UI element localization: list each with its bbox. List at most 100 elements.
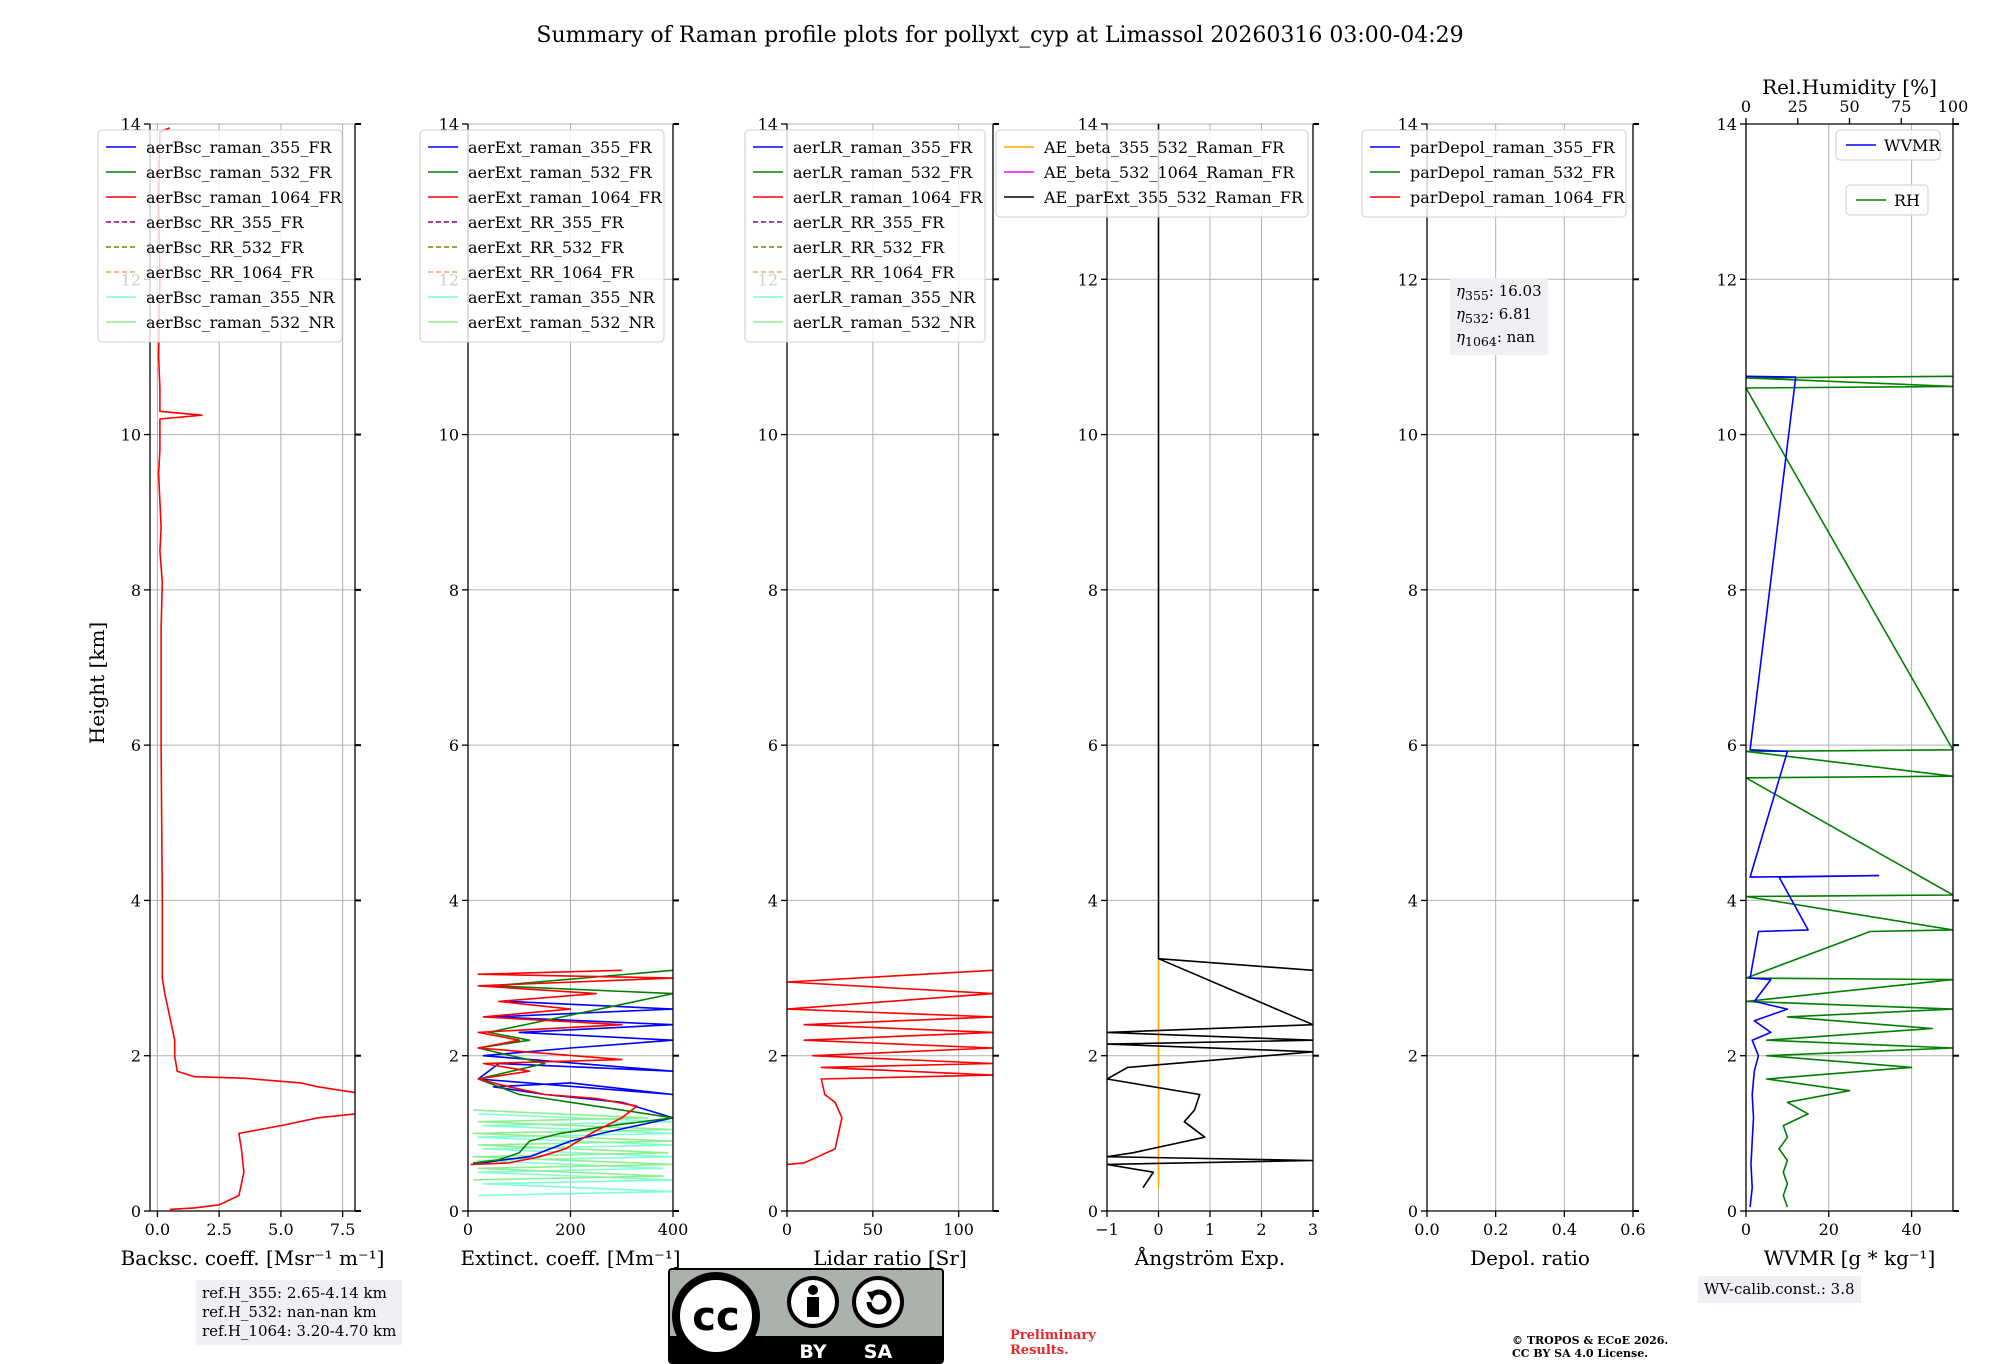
ytick-label-lr: 14 bbox=[758, 115, 778, 134]
legend-label-parDepol_raman_532_FR: parDepol_raman_532_FR bbox=[1410, 163, 1616, 182]
legend-label-aerBsc_raman_355_FR: aerBsc_raman_355_FR bbox=[146, 138, 332, 157]
xtick-label-lr: 0 bbox=[782, 1220, 792, 1239]
ytick-label-ae: 12 bbox=[1078, 270, 1098, 289]
ytick-label-ae: 10 bbox=[1078, 426, 1098, 445]
ref-height-1064: ref.H_1064: 3.20-4.70 km bbox=[202, 1322, 397, 1340]
series-aerExt_raman_532_NR bbox=[472, 1109, 673, 1181]
xtick-label-depol: 0.6 bbox=[1620, 1220, 1645, 1239]
legend-label-AE_parExt_355_532_Raman_FR: AE_parExt_355_532_Raman_FR bbox=[1043, 188, 1304, 207]
cc-logo-icon bbox=[672, 1272, 760, 1360]
copyright-note: © TROPOS & ECoE 2026. CC BY SA 4.0 Licen… bbox=[1512, 1334, 1669, 1360]
legend-label-parDepol_raman_355_FR: parDepol_raman_355_FR bbox=[1410, 138, 1616, 157]
x2tick-label-wv: 0 bbox=[1741, 97, 1751, 116]
ytick-label-lr: 8 bbox=[768, 581, 778, 600]
xtick-label-ext: 200 bbox=[555, 1220, 586, 1239]
ytick-label-bsc: 4 bbox=[131, 891, 141, 910]
panel-lr: 02468101214050100Lidar ratio [Sr]aerLR_r… bbox=[744, 115, 999, 1270]
xtick-label-ext: 0 bbox=[463, 1220, 473, 1239]
panel-depol: 0 2 4 6 8 10 12 14 0.0 0.2 0.4 0.6 Depol. ratio parDe… bbox=[1361, 115, 1646, 1270]
x2tick-label-wv: 50 bbox=[1839, 97, 1859, 116]
x-axis-label-ext: Extinct. coeff. [Mm⁻¹] bbox=[460, 1246, 680, 1270]
legend-label-aerLR_raman_355_NR: aerLR_raman_355_NR bbox=[793, 288, 976, 307]
eta-1064: η1064: nan bbox=[1456, 328, 1535, 349]
ytick-label-ext: 8 bbox=[449, 581, 459, 600]
legend-box-bsc bbox=[97, 129, 343, 343]
x-axis-label-ae: Ångström Exp. bbox=[1134, 1245, 1285, 1270]
panel-ext: 024681012140200400Extinct. coeff. [Mm⁻¹]… bbox=[419, 115, 689, 1270]
series-aerExt_raman_355_FR bbox=[472, 1000, 673, 1166]
series-AE_parExt_355_532_Raman_FR bbox=[1107, 124, 1313, 1189]
xtick-label-ext: 400 bbox=[658, 1220, 689, 1239]
sa-label: SA bbox=[864, 1341, 893, 1363]
xtick-label-ae: 2 bbox=[1256, 1220, 1266, 1239]
series-aerExt_raman_532_FR bbox=[473, 969, 673, 1164]
ytick-label-bsc: 14 bbox=[121, 115, 141, 134]
legend-label-AE_beta_532_1064_Raman_FR: AE_beta_532_1064_Raman_FR bbox=[1043, 163, 1295, 182]
ytick-label-ae: 0 bbox=[1088, 1202, 1098, 1221]
series-group-bsc bbox=[157, 127, 355, 1211]
legend-label-aerExt_raman_532_NR: aerExt_raman_532_NR bbox=[468, 313, 656, 332]
legend-label-aerLR_raman_532_NR: aerLR_raman_532_NR bbox=[793, 313, 976, 332]
legend-label-aerBsc_raman_1064_FR: aerBsc_raman_1064_FR bbox=[146, 188, 343, 207]
x2-axis-label-wv: Rel.Humidity [%] bbox=[1762, 75, 1937, 99]
ytick-label-bsc: 0 bbox=[131, 1202, 141, 1221]
legend-label-aerLR_RR_1064_FR: aerLR_RR_1064_FR bbox=[793, 263, 955, 282]
ytick-label-depol: 8 bbox=[1408, 581, 1418, 600]
ytick-label-depol: 4 bbox=[1408, 891, 1418, 910]
x-axis-label-wv: WVMR [g * kg⁻¹] bbox=[1764, 1246, 1936, 1270]
ytick-label-ae: 4 bbox=[1088, 891, 1098, 910]
xtick-label-depol: 0.2 bbox=[1483, 1220, 1508, 1239]
ytick-label-depol: 2 bbox=[1408, 1047, 1418, 1066]
by-label: BY bbox=[799, 1341, 826, 1363]
xtick-label-lr: 50 bbox=[863, 1220, 883, 1239]
ytick-label-wv: 10 bbox=[1717, 426, 1737, 445]
ytick-label-ae: 2 bbox=[1088, 1047, 1098, 1066]
xtick-label-bsc: 7.5 bbox=[330, 1220, 355, 1239]
series-aerExt_raman_1064_FR bbox=[470, 969, 673, 1166]
xtick-label-ae: −1 bbox=[1095, 1220, 1119, 1239]
xtick-label-ae: 3 bbox=[1308, 1220, 1318, 1239]
xtick-label-lr: 100 bbox=[943, 1220, 974, 1239]
series-group-wv bbox=[1746, 375, 1953, 1208]
series-group-ext bbox=[470, 969, 673, 1197]
x-axis-label-bsc: Backsc. coeff. [Msr⁻¹ m⁻¹] bbox=[121, 1246, 385, 1270]
ytick-label-depol: 14 bbox=[1398, 115, 1418, 134]
ref-height-note: ref.H_355: 2.65-4.14 km ref.H_532: nan-n… bbox=[196, 1280, 403, 1345]
ytick-label-depol: 0 bbox=[1408, 1202, 1418, 1221]
ref-height-532: ref.H_532: nan-nan km bbox=[202, 1303, 377, 1321]
ytick-label-depol: 12 bbox=[1398, 270, 1418, 289]
ytick-label-ext: 4 bbox=[449, 891, 459, 910]
xtick-label-depol: 0.4 bbox=[1552, 1220, 1577, 1239]
legend-label-aerBsc_RR_532_FR: aerBsc_RR_532_FR bbox=[146, 238, 304, 257]
ref-height-355: ref.H_355: 2.65-4.14 km bbox=[202, 1284, 387, 1302]
ytick-label-wv: 8 bbox=[1727, 581, 1737, 600]
figure-title: Summary of Raman profile plots for polly… bbox=[536, 23, 1463, 48]
ytick-label-lr: 6 bbox=[768, 736, 778, 755]
ytick-label-bsc: 2 bbox=[131, 1047, 141, 1066]
eta-532: η532: 6.81 bbox=[1456, 305, 1533, 326]
ytick-label-bsc: 10 bbox=[121, 426, 141, 445]
legend-label-aerLR_RR_355_FR: aerLR_RR_355_FR bbox=[793, 213, 945, 232]
ytick-label-wv: 4 bbox=[1727, 891, 1737, 910]
xtick-label-depol: 0.0 bbox=[1414, 1220, 1439, 1239]
legend-box-wv bbox=[1835, 129, 1941, 161]
legend-box-ext bbox=[419, 129, 665, 343]
legend-label-aerLR_raman_355_FR: aerLR_raman_355_FR bbox=[793, 138, 973, 157]
eta-note: η355: 16.03 η532: 6.81 η1064: nan bbox=[1450, 278, 1548, 355]
ytick-label-wv: 12 bbox=[1717, 270, 1737, 289]
ytick-label-lr: 4 bbox=[768, 891, 778, 910]
ytick-label-depol: 10 bbox=[1398, 426, 1418, 445]
preliminary-results-note: Preliminary Results. bbox=[1010, 1328, 1096, 1358]
series-RH bbox=[1746, 375, 1953, 1208]
ytick-label-wv: 6 bbox=[1727, 736, 1737, 755]
legend-box-wv bbox=[1845, 184, 1929, 216]
legend-label-aerExt_raman_355_FR: aerExt_raman_355_FR bbox=[468, 138, 653, 157]
legend-box-lr bbox=[744, 129, 986, 343]
wv-calib-note: WV-calib.const.: 3.8 bbox=[1698, 1276, 1861, 1303]
legend-label-aerLR_raman_1064_FR: aerLR_raman_1064_FR bbox=[793, 188, 983, 207]
ytick-label-ae: 14 bbox=[1078, 115, 1098, 134]
